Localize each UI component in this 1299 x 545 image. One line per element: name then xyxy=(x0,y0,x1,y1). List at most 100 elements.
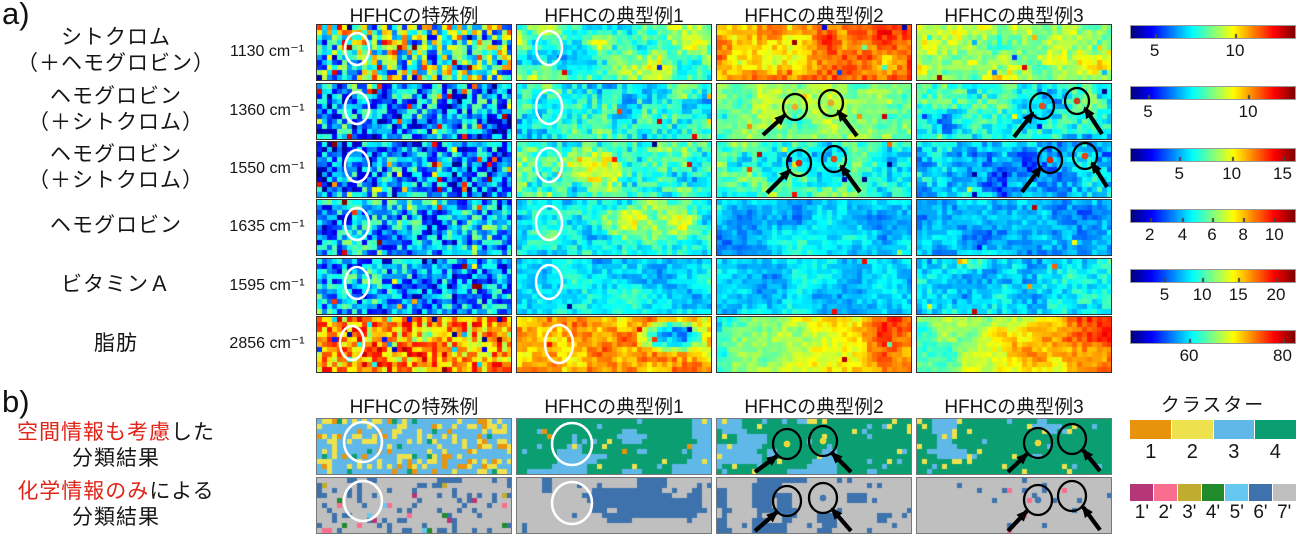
row-label: シトクロム （＋ヘモグロビン） xyxy=(6,25,226,77)
cluster-swatch-row xyxy=(1130,420,1296,439)
heatmap-panel-b-r1-c1 xyxy=(316,418,512,475)
heatmap-panel-b-r1-c2 xyxy=(516,418,712,475)
cluster-number-label: 4 xyxy=(1269,441,1281,463)
heatmap-panel-b-r2-c1 xyxy=(316,477,512,534)
row-label: ビタミンＡ xyxy=(6,272,226,298)
wavenumber-label: 1635 cm⁻¹ xyxy=(229,218,305,235)
cluster-swatch xyxy=(1225,484,1249,501)
row-label: ヘモグロビン （＋シトクロム） xyxy=(6,84,226,136)
row-label-line: （＋シトクロム） xyxy=(28,111,204,134)
colorbar xyxy=(1130,25,1296,39)
heatmap-canvas xyxy=(917,142,1111,197)
heatmap-panel-a-r5-c4 xyxy=(916,258,1112,315)
heatmap-panel-a-r2-c1 xyxy=(316,83,512,140)
cluster-swatch xyxy=(1130,420,1171,439)
row-label-part: 化学情報のみ xyxy=(17,480,150,503)
row-label-line: 分類結果 xyxy=(72,447,160,470)
colorbar-ticks: 5 10 xyxy=(1130,41,1296,60)
heatmap-panel-a-r5-c2 xyxy=(516,258,712,315)
row-label: ヘモグロビン xyxy=(6,213,226,239)
row-label-line: 化学情報のみによる xyxy=(6,479,226,505)
heatmap-panel-a-r5-c3 xyxy=(716,258,912,315)
colorbar-tick-label: 10 xyxy=(1222,164,1242,183)
heatmap-canvas xyxy=(317,200,511,255)
colorbar xyxy=(1130,86,1296,100)
heatmap-canvas xyxy=(517,259,711,314)
heatmap-panel-a-r3-c4 xyxy=(916,141,1112,198)
heatmap-canvas xyxy=(717,317,911,372)
row-label-part: した xyxy=(171,421,215,444)
colorbar-tick-label: 5 xyxy=(1159,285,1170,304)
heatmap-panel-a-r5-c1 xyxy=(316,258,512,315)
row-label-line: ヘモグロビン xyxy=(50,143,182,166)
heatmap-panel-a-r1-c4 xyxy=(916,24,1112,81)
colorbar-tick-label: 80 xyxy=(1273,346,1292,365)
cluster-map-canvas xyxy=(717,419,911,474)
cluster-map-canvas xyxy=(917,419,1111,474)
cluster-swatch xyxy=(1171,420,1213,439)
row-label-part: 空間情報も考慮 xyxy=(17,421,171,444)
colorbar-ticks: 2 4 6 8 10 xyxy=(1130,225,1296,244)
colorbar-tick-label: 15 xyxy=(1273,164,1292,183)
heatmap-panel-b-r2-c3 xyxy=(716,477,912,534)
heatmap-canvas xyxy=(917,25,1111,80)
column-header: HFHCの特殊例 xyxy=(349,6,479,27)
cluster-number-label: 4' xyxy=(1205,502,1221,523)
cluster-number-label: 2' xyxy=(1158,502,1173,523)
colorbar-tick-label: 15 xyxy=(1228,285,1248,304)
heatmap-canvas xyxy=(517,317,711,372)
heatmap-panel-a-r6-c3 xyxy=(716,316,912,373)
wavenumber-label: 1550 cm⁻¹ xyxy=(229,160,305,177)
heatmap-canvas xyxy=(317,142,511,197)
heatmap-canvas xyxy=(717,259,911,314)
cluster-legend-title: クラスター xyxy=(1160,395,1266,416)
cluster-number-label: 2 xyxy=(1186,441,1198,463)
cluster-number-label: 3 xyxy=(1228,441,1240,463)
row-label-part: による xyxy=(149,480,215,503)
heatmap-panel-b-r2-c4 xyxy=(916,477,1112,534)
wavenumber-label: 1595 cm⁻¹ xyxy=(229,277,305,294)
column-header: HFHCの典型例1 xyxy=(544,6,684,27)
cluster-label-row: 1 2 3 4 xyxy=(1130,441,1296,464)
cluster-number-label: 7' xyxy=(1277,502,1292,523)
row-label-line: 空間情報も考慮した xyxy=(6,420,226,446)
heatmap-panel-a-r3-c1 xyxy=(316,141,512,198)
column-header: HFHCの典型例3 xyxy=(944,397,1084,418)
colorbar-tick-label: 2 xyxy=(1144,225,1155,244)
cluster-swatch xyxy=(1255,420,1296,439)
cluster-map-canvas xyxy=(317,419,511,474)
colorbar xyxy=(1130,209,1296,223)
row-label-line: ヘモグロビン xyxy=(50,85,182,108)
heatmap-panel-a-r1-c2 xyxy=(516,24,712,81)
cluster-map-canvas xyxy=(717,478,911,533)
cluster-number-label: 5' xyxy=(1229,502,1244,523)
row-label-line: シトクロム xyxy=(61,26,171,49)
section-a-label: a) xyxy=(2,0,30,31)
heatmap-canvas xyxy=(517,200,711,255)
colorbar-ticks: 60 80 xyxy=(1130,346,1296,365)
colorbar-tick-label: 20 xyxy=(1266,285,1286,304)
column-header: HFHCの特殊例 xyxy=(349,397,479,418)
colorbar-tick-label: 10 xyxy=(1264,225,1284,244)
row-label-line: ビタミンＡ xyxy=(61,273,171,296)
heatmap-canvas xyxy=(517,84,711,139)
cluster-number-label: 1 xyxy=(1145,441,1157,463)
heatmap-panel-b-r1-c3 xyxy=(716,418,912,475)
heatmap-canvas xyxy=(717,200,911,255)
heatmap-canvas xyxy=(917,200,1111,255)
cluster-map-canvas xyxy=(917,478,1111,533)
heatmap-panel-a-r1-c3 xyxy=(716,24,912,81)
cluster-swatch xyxy=(1153,484,1177,501)
wavenumber-label: 2856 cm⁻¹ xyxy=(229,335,305,352)
cluster-map-canvas xyxy=(517,478,711,533)
heatmap-panel-a-r4-c1 xyxy=(316,199,512,256)
heatmap-panel-a-r2-c3 xyxy=(716,83,912,140)
colorbar-tick-label: 5 xyxy=(1174,164,1184,183)
heatmap-canvas xyxy=(917,84,1111,139)
heatmap-panel-b-r1-c4 xyxy=(916,418,1112,475)
cluster-label-row: 1' 2' 3' 4' 5' 6' 7' xyxy=(1130,502,1296,524)
colorbar xyxy=(1130,148,1296,162)
heatmap-panel-a-r4-c4 xyxy=(916,199,1112,256)
heatmap-panel-a-r3-c3 xyxy=(716,141,912,198)
